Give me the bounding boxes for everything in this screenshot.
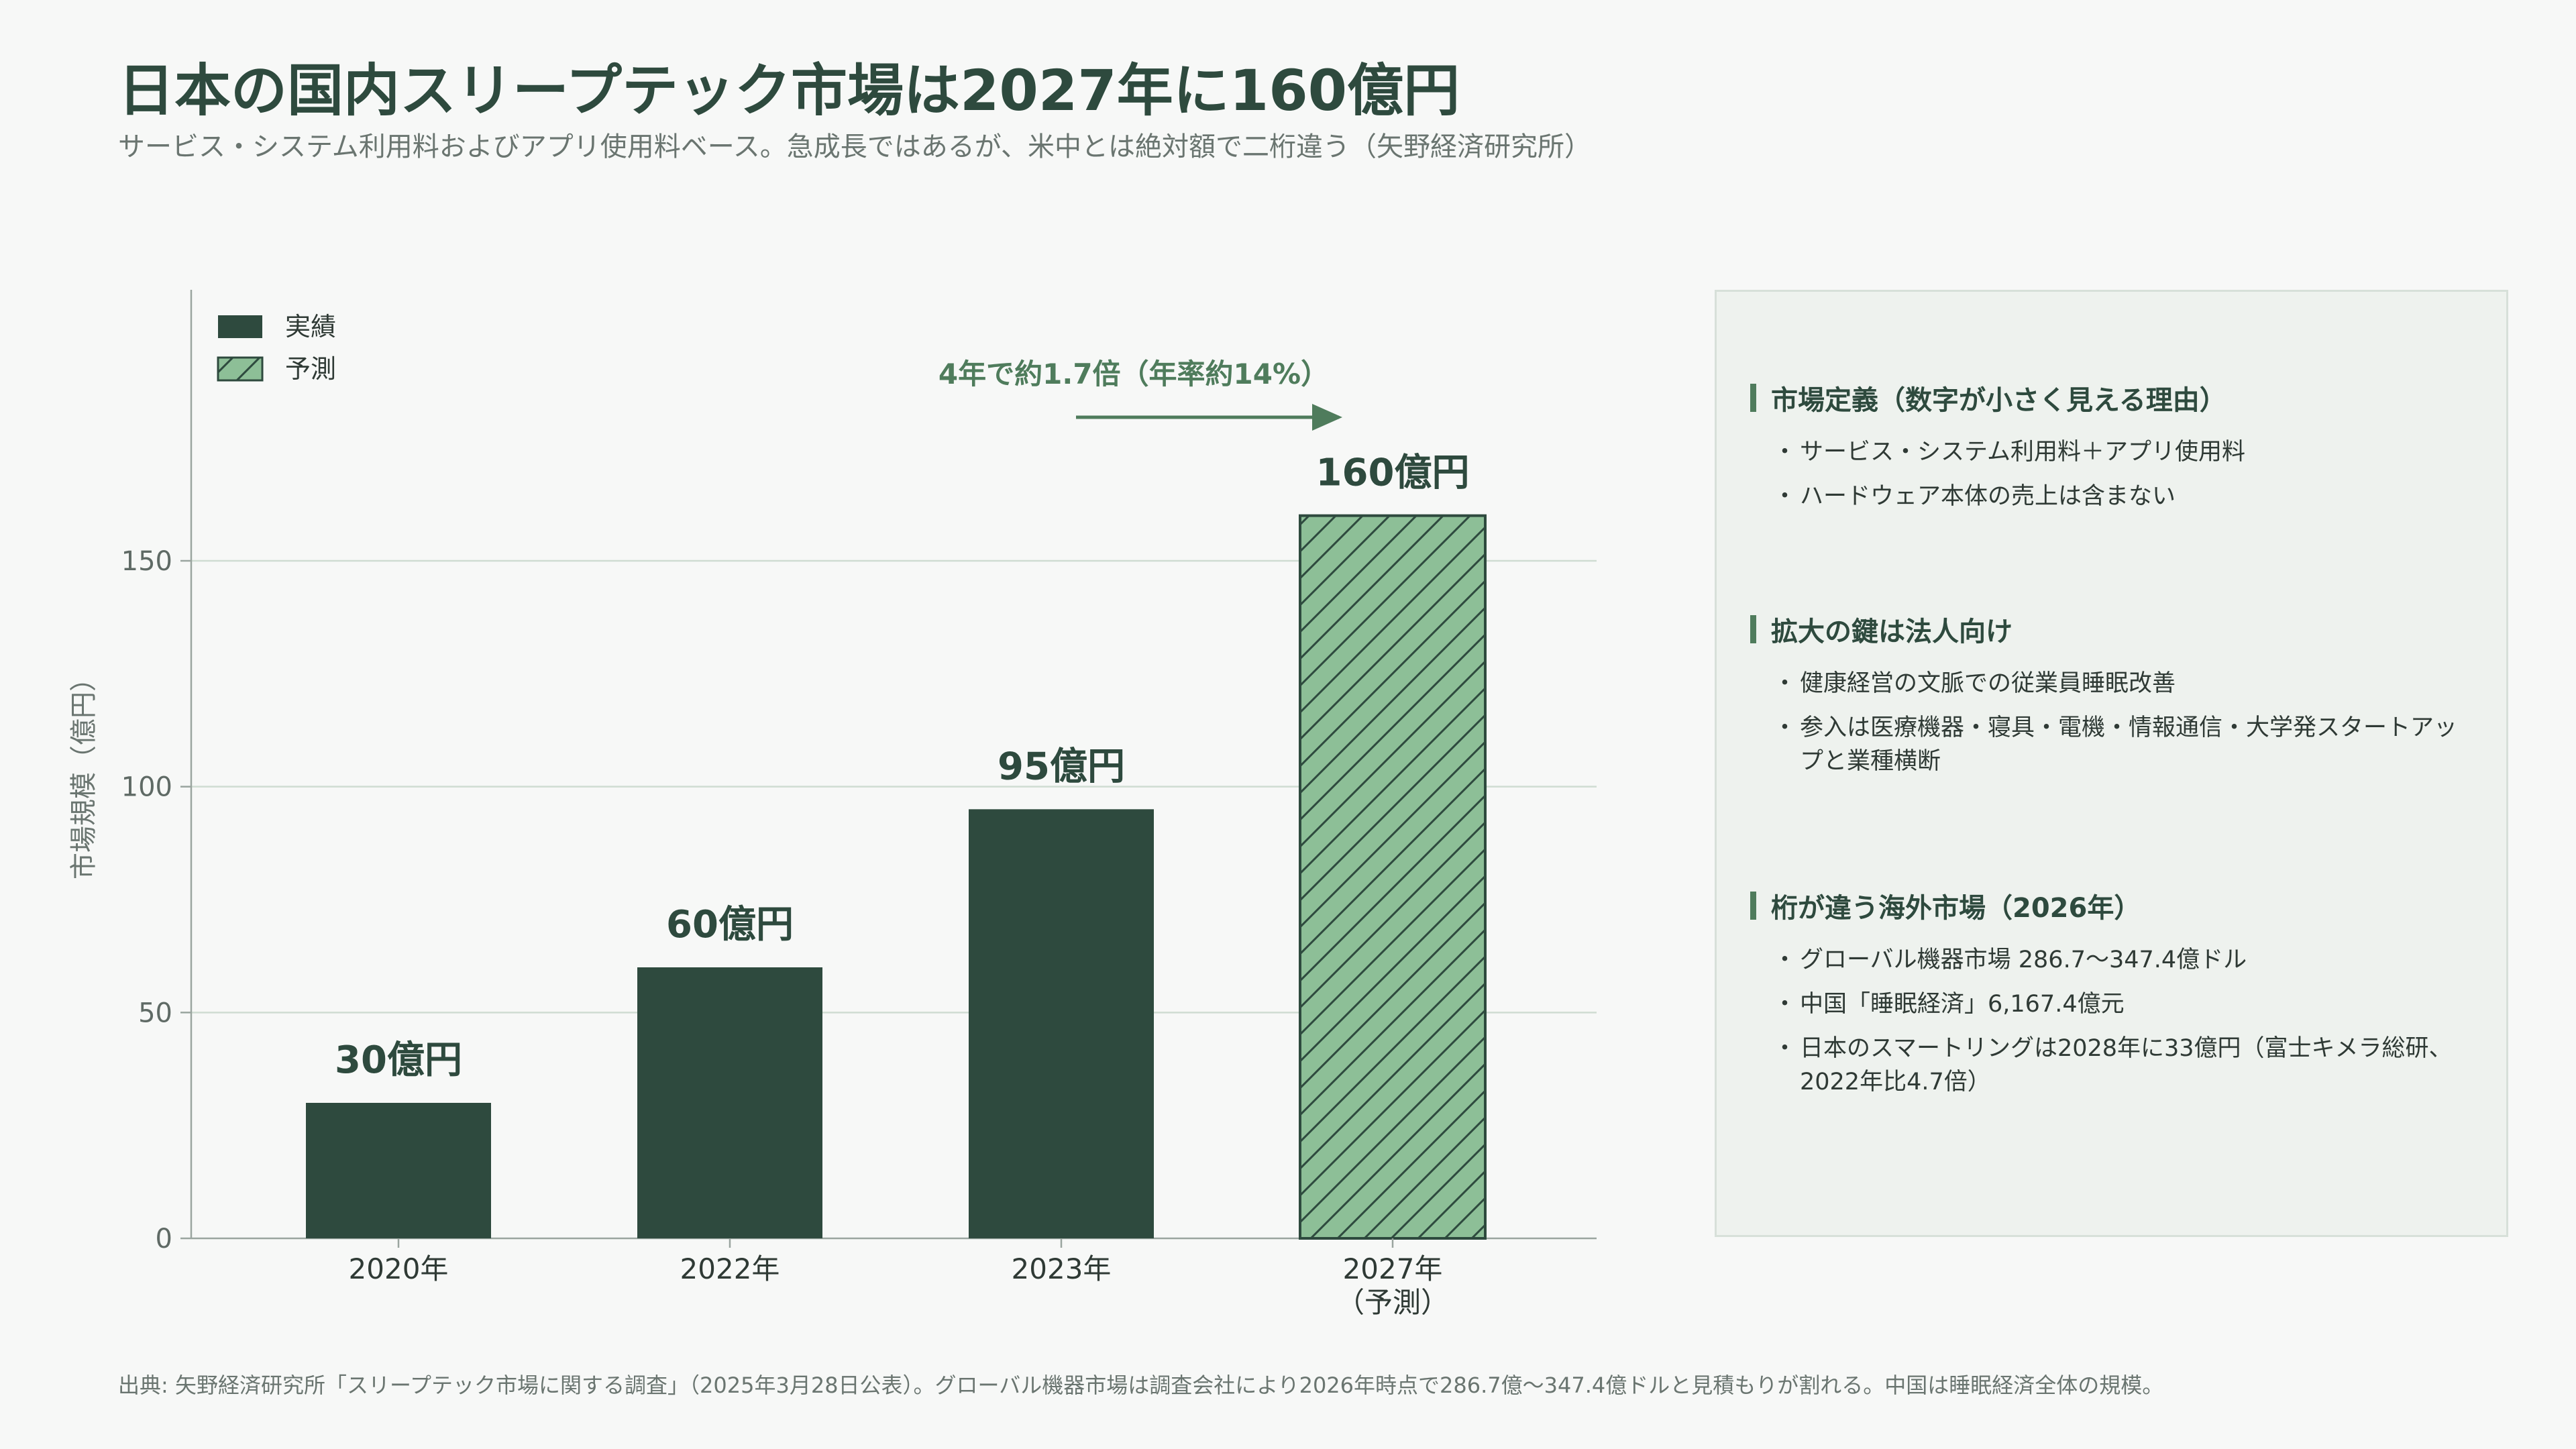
bullet-list: グローバル機器市場 286.7〜347.4億ドル 中国「睡眠経済」6,167.4…: [1750, 943, 2475, 1099]
bar-value-label: 30億円: [335, 1038, 462, 1082]
y-tick-label: 50: [138, 998, 172, 1028]
bar-value-label: 60億円: [666, 903, 794, 947]
section-accent-bar: [1750, 384, 1756, 412]
y-tick-label: 100: [121, 772, 172, 803]
panel-section-market-definition: 市場定義（数字が小さく見える理由） サービス・システム利用料＋アプリ使用料 ハー…: [1750, 379, 2475, 524]
bullet-item: サービス・システム利用料＋アプリ使用料: [1773, 435, 2475, 469]
section-title: 拡大の鍵は法人向け: [1771, 616, 2012, 647]
bar-value-label: 160億円: [1316, 451, 1470, 495]
y-axis-label: 市場規模（億円）: [68, 665, 99, 879]
bullet-item: ハードウェア本体の売上は含まない: [1773, 480, 2475, 513]
section-accent-bar: [1750, 892, 1756, 920]
section-accent-bar: [1750, 615, 1756, 643]
bullet-item: 日本のスマートリングは2028年に33億円（富士キメラ総研、2022年比4.7倍…: [1773, 1032, 2475, 1099]
growth-annotation: 4年で約1.7倍（年率約14%）: [938, 358, 1329, 390]
bullet-item: 中国「睡眠経済」6,167.4億元: [1773, 987, 2475, 1021]
insight-panel: 市場定義（数字が小さく見える理由） サービス・システム利用料＋アプリ使用料 ハー…: [1715, 290, 2508, 1237]
legend-label: 実績: [285, 312, 336, 341]
legend-swatch-forecast: [217, 356, 264, 382]
section-title: 市場定義（数字が小さく見える理由）: [1771, 385, 2226, 416]
bar-actual: [306, 1103, 491, 1238]
legend-swatch-actual: [218, 315, 262, 338]
source-footnote: 出典: 矢野経済研究所「スリープテック市場に関する調査」（2025年3月28日公…: [118, 1373, 2164, 1398]
page-subtitle: サービス・システム利用料およびアプリ使用料ベース。急成長ではあるが、米中とは絶対…: [118, 131, 1591, 162]
section-title: 桁が違う海外市場（2026年）: [1771, 893, 2141, 924]
x-tick-label: 2023年: [1012, 1252, 1112, 1285]
x-tick-sublabel: （予測）: [1336, 1286, 1449, 1319]
panel-section-overseas-markets: 桁が違う海外市場（2026年） グローバル機器市場 286.7〜347.4億ドル…: [1750, 887, 2475, 1110]
bar-actual: [969, 809, 1154, 1238]
panel-section-growth-key: 拡大の鍵は法人向け 健康経営の文脈での従業員睡眠改善 参入は医療機器・寝具・電機…: [1750, 610, 2475, 789]
y-tick-label: 0: [156, 1224, 172, 1254]
x-tick-label: 2022年: [680, 1252, 780, 1285]
legend-label: 予測: [285, 354, 336, 384]
x-tick-label: 2020年: [349, 1252, 449, 1285]
bullet-item: 健康経営の文脈での従業員睡眠改善: [1773, 667, 2475, 700]
bullet-item: 参入は医療機器・寝具・電機・情報通信・大学発スタートアップと業種横断: [1773, 711, 2475, 778]
bullet-list: サービス・システム利用料＋アプリ使用料 ハードウェア本体の売上は含まない: [1750, 435, 2475, 513]
bar-actual: [637, 967, 822, 1238]
bar-chart: 0 50 100 150 市場規模（億円） 30億円 2020年 60億円 2022年 95億円 2…: [68, 290, 1597, 1319]
bullet-list: 健康経営の文脈での従業員睡眠改善 参入は医療機器・寝具・電機・情報通信・大学発ス…: [1750, 667, 2475, 778]
bar-forecast: [1299, 514, 1487, 1240]
bar-value-label: 95億円: [998, 745, 1125, 788]
page-title: 日本の国内スリープテック市場は2027年に160億円: [118, 58, 1460, 123]
y-tick-label: 150: [121, 546, 172, 577]
bullet-item: グローバル機器市場 286.7〜347.4億ドル: [1773, 943, 2475, 977]
x-tick-label: 2027年: [1343, 1252, 1443, 1285]
